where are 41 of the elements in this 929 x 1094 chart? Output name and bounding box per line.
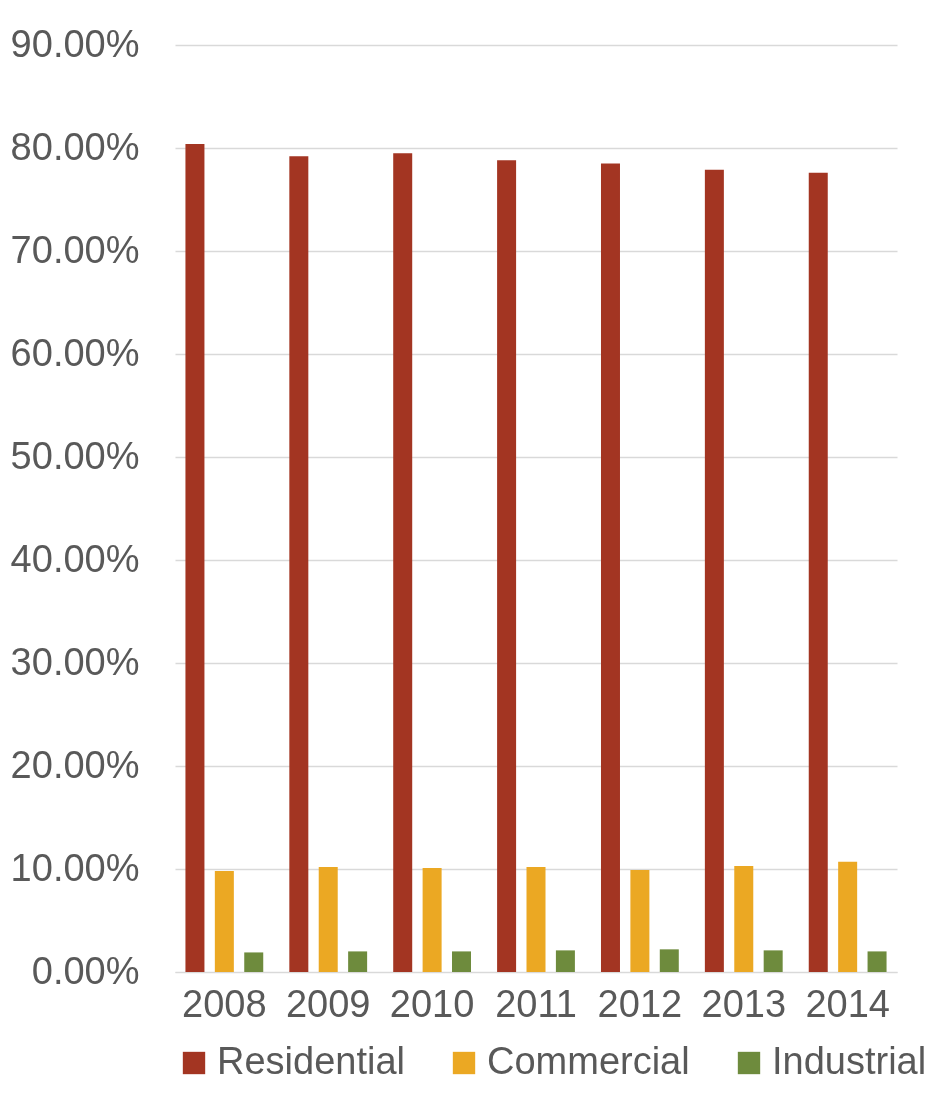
- y-tick-label: 60.00%: [10, 331, 140, 374]
- x-tick-label: 2011: [495, 982, 577, 1025]
- bar: [244, 952, 264, 972]
- bar: [348, 951, 368, 972]
- y-tick-label: 50.00%: [10, 434, 140, 477]
- x-tick-label: 2008: [182, 982, 267, 1025]
- bar: [704, 169, 724, 972]
- bar: [393, 153, 413, 972]
- y-tick-label: 90.00%: [10, 22, 140, 65]
- bar: [289, 156, 309, 972]
- y-tick-label: 40.00%: [10, 537, 140, 580]
- y-tick-label: 30.00%: [10, 640, 140, 683]
- bar: [185, 143, 205, 972]
- bar: [555, 950, 575, 972]
- y-tick-label: 10.00%: [10, 846, 140, 889]
- y-tick-label: 0.00%: [31, 949, 140, 992]
- bar: [526, 866, 546, 972]
- x-tick-label: 2012: [597, 982, 683, 1025]
- bar: [600, 163, 620, 972]
- x-tick-label: 2014: [805, 982, 890, 1025]
- y-tick-label: 80.00%: [10, 125, 140, 168]
- x-tick-label: 2009: [285, 982, 371, 1025]
- bar: [838, 861, 858, 972]
- legend-label: Industrial: [772, 1040, 927, 1082]
- legend-label: Commercial: [487, 1040, 690, 1082]
- bar: [452, 951, 472, 972]
- bar: [497, 160, 517, 972]
- x-tick-label: 2013: [701, 982, 787, 1025]
- bar: [630, 870, 650, 972]
- y-tick-label: 70.00%: [10, 228, 140, 271]
- bar: [214, 871, 234, 972]
- bar: [734, 865, 754, 972]
- legend-label: Residential: [217, 1040, 405, 1082]
- x-tick-label: 2010: [389, 982, 475, 1025]
- bar: [422, 867, 442, 972]
- bar: [659, 949, 679, 972]
- bar: [867, 951, 887, 972]
- bar: [763, 950, 783, 972]
- y-tick-label: 20.00%: [10, 743, 140, 786]
- bar: [318, 866, 338, 972]
- bar: [808, 172, 828, 972]
